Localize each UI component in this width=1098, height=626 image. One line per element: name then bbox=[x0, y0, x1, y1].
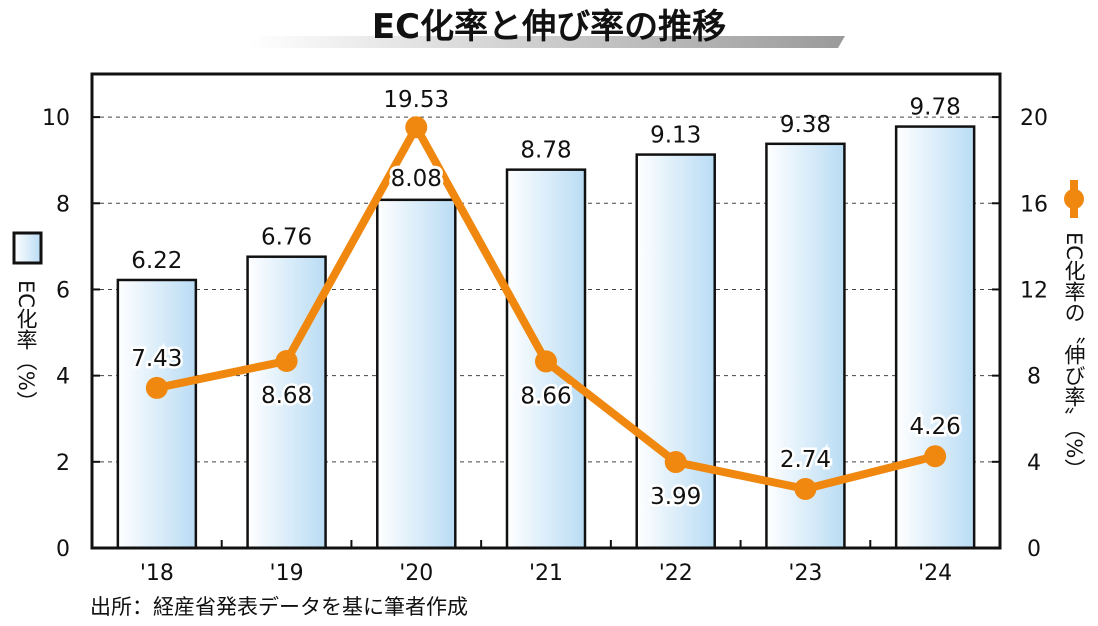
bar-value-label: 8.78 bbox=[520, 138, 571, 164]
x-tick-label: '18 bbox=[140, 561, 174, 586]
line-point bbox=[275, 349, 298, 372]
left-tick-label: 8 bbox=[56, 192, 70, 217]
right-tick-label: 8 bbox=[1027, 365, 1041, 390]
source-note: 出所：経産省発表データを基に筆者作成 bbox=[90, 595, 468, 619]
right-tick-label: 20 bbox=[1020, 106, 1048, 131]
line-value-label: 8.68 bbox=[261, 383, 312, 409]
right-tick-label: 16 bbox=[1020, 192, 1048, 217]
line-point bbox=[924, 445, 947, 468]
bar-value-label: 9.38 bbox=[780, 112, 831, 138]
line-value-label: 7.43 bbox=[131, 346, 182, 372]
x-tick-label: '20 bbox=[399, 561, 433, 586]
data-labels: 6.22 6.76 8.08 8.78 9.13 9.38 9.78 7.43 8.68 19.5… bbox=[129, 85, 964, 513]
bar bbox=[246, 255, 327, 550]
bar-value-label: 6.22 bbox=[131, 248, 182, 274]
line-point bbox=[145, 376, 168, 399]
x-tick-label: '23 bbox=[788, 561, 822, 586]
x-tick-label: '21 bbox=[529, 561, 563, 586]
bar-value-label: 6.76 bbox=[261, 225, 312, 251]
left-axis-title: EC化率（%） bbox=[14, 280, 38, 412]
line-value-label: 8.66 bbox=[520, 383, 571, 409]
line-value-label: 19.53 bbox=[383, 87, 449, 113]
bar-series bbox=[116, 125, 976, 550]
line-point bbox=[664, 451, 687, 474]
left-tick-label: 2 bbox=[56, 451, 70, 476]
bar bbox=[116, 278, 198, 550]
x-tick-label: '19 bbox=[270, 561, 304, 586]
chart-title: EC化率と伸び率の推移 bbox=[372, 7, 726, 47]
x-tick-label: '24 bbox=[918, 561, 952, 586]
bar bbox=[894, 125, 976, 550]
line-value-label: 3.99 bbox=[650, 484, 701, 510]
line-point bbox=[794, 477, 817, 500]
line-legend-marker bbox=[1064, 180, 1084, 218]
plot-frame bbox=[90, 72, 1002, 550]
line-series bbox=[145, 116, 947, 500]
right-axis-title: EC化率の〝伸び率〟（%） bbox=[1062, 232, 1086, 479]
line-point bbox=[535, 350, 557, 373]
right-tick-label: 12 bbox=[1020, 278, 1048, 303]
bar bbox=[635, 153, 716, 550]
bar-value-label: 8.08 bbox=[391, 166, 442, 192]
line-point bbox=[405, 116, 428, 139]
right-tick-label: 4 bbox=[1027, 451, 1041, 476]
x-tick-label: '22 bbox=[659, 561, 693, 586]
bar-value-label: 9.13 bbox=[650, 123, 701, 149]
title-band bbox=[248, 36, 845, 48]
bar-value-label: 9.78 bbox=[910, 95, 961, 121]
left-tick-label: 6 bbox=[56, 278, 70, 303]
line-value-label: 4.26 bbox=[910, 414, 961, 440]
left-tick-label: 4 bbox=[56, 365, 70, 390]
axes: 0 2 4 6 8 10 0 4 8 12 16 20 '18 '19 '20 '21 '22 '23 '24 bbox=[42, 106, 1048, 586]
bar bbox=[376, 198, 457, 550]
line-value-label: 2.74 bbox=[780, 447, 831, 473]
left-tick-label: 0 bbox=[56, 537, 70, 562]
left-tick-label: 10 bbox=[42, 106, 70, 131]
bar-legend-swatch bbox=[12, 231, 43, 265]
right-tick-label: 0 bbox=[1027, 537, 1041, 562]
